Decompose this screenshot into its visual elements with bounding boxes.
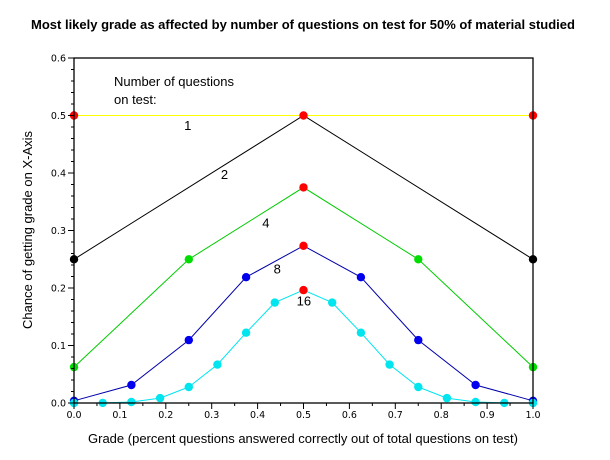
y-tick-label: 0.1: [51, 341, 66, 352]
data-point: [299, 241, 308, 250]
data-point: [155, 393, 165, 403]
data-point: [299, 111, 308, 120]
series-line-4: [73, 186, 534, 368]
x-tick-label: 0.6: [342, 410, 357, 421]
data-point: [270, 298, 279, 307]
data-point: [127, 380, 136, 390]
x-tick-label: 0.4: [250, 410, 265, 421]
data-point: [356, 273, 366, 282]
data-point: [471, 380, 480, 390]
plot-frame: [73, 57, 534, 404]
data-point: [299, 285, 308, 295]
axes: 0.0 0.1 0.2 0.3 0.4 0.5 0.6 0.0 0.1 0.2 0.3 0.4 0.5 0…: [51, 54, 541, 422]
y-tick-label: 0.4: [51, 169, 66, 180]
x-tick-label: 0.7: [388, 410, 403, 421]
chart-title: Most likely grade as affected by number …: [31, 17, 575, 32]
series-markers-8: [69, 241, 538, 405]
legend-title-line-2: on test:: [114, 92, 157, 107]
data-point: [213, 360, 222, 369]
data-point: [328, 298, 337, 307]
y-tick-label: 0.6: [51, 54, 66, 65]
series-label-2: 2: [221, 167, 228, 182]
data-point: [184, 382, 193, 392]
x-axis-label: Grade (percent questions answered correc…: [88, 431, 518, 446]
y-tick-label: 0.5: [51, 111, 66, 122]
x-tick-label: 0.8: [434, 410, 449, 421]
series-8: [73, 245, 534, 402]
series-label-8: 8: [274, 262, 281, 277]
series-line-8: [73, 245, 534, 402]
data-point: [442, 393, 452, 403]
series-markers-4: [69, 183, 538, 372]
series-label-1: 1: [184, 118, 191, 133]
x-tick-label: 1.0: [525, 410, 540, 421]
data-point: [241, 328, 251, 337]
data-point: [127, 397, 136, 407]
series-labels: 1 2 4 8 16: [184, 118, 311, 308]
data-point: [241, 273, 251, 282]
data-point: [299, 183, 308, 192]
series-4: [73, 186, 534, 368]
x-tick-label: 0.2: [158, 410, 173, 421]
data-point: [471, 397, 480, 407]
data-point: [414, 255, 423, 264]
x-tick-label: 0.0: [66, 410, 81, 421]
x-tick-label: 0.1: [112, 410, 127, 421]
series-layer: [69, 111, 538, 408]
y-tick-label: 0.3: [51, 226, 66, 237]
data-point: [414, 382, 423, 392]
legend-title: Number of questions on test:: [114, 74, 234, 107]
x-tick-label: 0.9: [480, 410, 495, 421]
series-label-16: 16: [297, 293, 311, 308]
data-point: [414, 335, 423, 345]
series-label-4: 4: [262, 216, 269, 231]
data-point: [356, 328, 366, 337]
data-point: [385, 360, 394, 369]
y-tick-label: 0.0: [51, 399, 66, 410]
data-point: [184, 255, 193, 264]
x-tick-label: 0.3: [204, 410, 219, 421]
x-tick-label: 0.5: [296, 410, 311, 421]
y-axis-label: Chance of getting grade on X-Axis: [20, 130, 35, 329]
data-point: [184, 335, 193, 345]
y-tick-label: 0.2: [51, 284, 66, 295]
legend-title-line-1: Number of questions: [114, 74, 234, 89]
